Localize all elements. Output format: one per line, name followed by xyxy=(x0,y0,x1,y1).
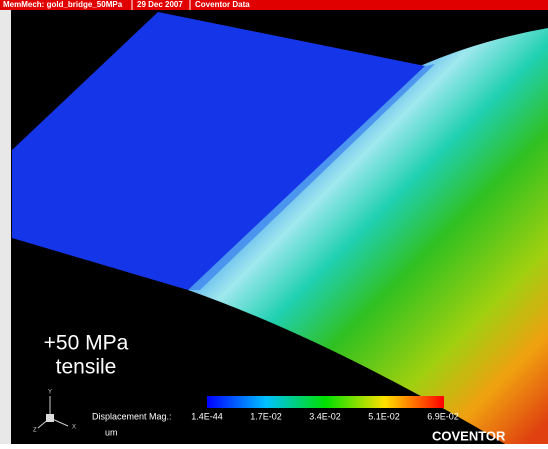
header-source: Coventor Data xyxy=(195,0,250,9)
triad-cube xyxy=(46,414,54,422)
annotation: tensile xyxy=(56,356,117,379)
triad-label: Y xyxy=(48,390,52,396)
header-date: 29 Dec 2007 xyxy=(137,0,183,9)
color-bar xyxy=(207,396,444,408)
triad-label: Z xyxy=(33,428,37,434)
legend-tick: 6.9E-02 xyxy=(427,411,459,421)
annotation: +50 MPa xyxy=(44,332,129,355)
legend-unit: um xyxy=(105,427,118,437)
legend-tick: 1.4E-44 xyxy=(191,411,223,421)
header-title: MemMech: gold_bridge_50MPa xyxy=(3,0,123,9)
legend-tick: 5.1E-02 xyxy=(368,411,400,421)
side-strip xyxy=(0,10,11,444)
brand: COVENTOR xyxy=(432,428,506,443)
legend-tick: 1.7E-02 xyxy=(250,411,282,421)
triad-label: X xyxy=(72,425,76,431)
legend-tick: 3.4E-02 xyxy=(309,411,341,421)
legend-label: Displacement Mag.: xyxy=(92,411,172,421)
viewport: MemMech: gold_bridge_50MPa 29 Dec 2007 C… xyxy=(0,0,548,444)
